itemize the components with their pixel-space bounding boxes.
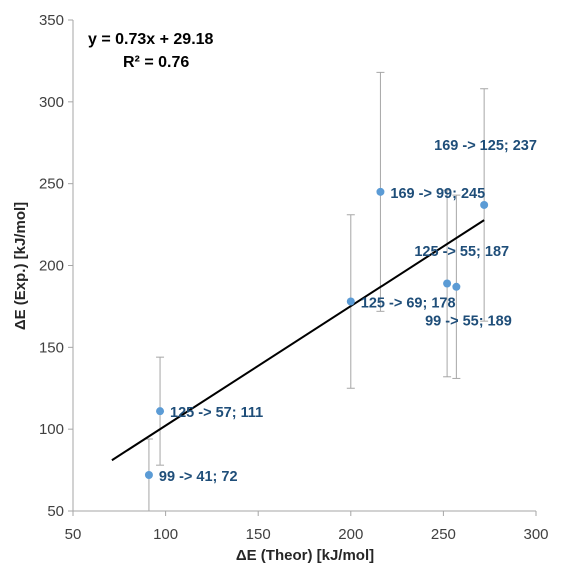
x-tick-label: 100 <box>153 526 178 543</box>
y-tick-label: 100 <box>39 421 64 438</box>
y-tick-labels: 50 100 150 200 250 300 350 <box>39 12 73 520</box>
x-tick-label: 250 <box>431 526 456 543</box>
r-squared: R² = 0.76 <box>123 54 189 71</box>
data-point <box>480 200 489 209</box>
data-point <box>144 470 153 479</box>
point-label: 99 -> 41; 72 <box>159 469 238 485</box>
x-axis-label: ΔE (Theor) [kJ/mol] <box>236 547 374 564</box>
trendline-equation: y = 0.73x + 29.18 <box>88 31 214 48</box>
point-label: 99 -> 55; 189 <box>425 314 512 330</box>
data-point <box>346 297 355 306</box>
data-point <box>443 279 452 288</box>
data-point <box>376 187 385 196</box>
trendline <box>111 219 485 462</box>
x-tick-label: 150 <box>246 526 271 543</box>
x-tick-label: 50 <box>65 526 82 543</box>
y-tick-label: 300 <box>39 94 64 111</box>
point-label: 125 -> 55; 187 <box>414 244 509 260</box>
data-points <box>144 187 489 479</box>
axes <box>72 20 536 512</box>
point-label: 169 -> 99; 245 <box>390 186 485 202</box>
y-tick-label: 150 <box>39 339 64 356</box>
y-tick-label: 50 <box>47 503 64 520</box>
y-tick-label: 200 <box>39 258 64 275</box>
x-tick-label: 200 <box>338 526 363 543</box>
data-point <box>156 407 165 416</box>
y-tick-label: 250 <box>39 176 64 193</box>
point-labels: 99 -> 41; 72 125 -> 57; 111 125 -> 69; 178… <box>159 138 537 485</box>
point-label: 125 -> 69; 178 <box>361 296 456 312</box>
data-point <box>452 282 461 291</box>
x-tick-labels: 50 100 150 200 250 300 <box>65 511 549 543</box>
x-tick-label: 300 <box>523 526 548 543</box>
point-label: 125 -> 57; 111 <box>170 405 263 421</box>
point-label: 169 -> 125; 237 <box>434 138 537 154</box>
y-axis-label: ΔE (Exp.) [kJ/mol] <box>12 202 29 330</box>
y-tick-label: 350 <box>39 12 64 29</box>
